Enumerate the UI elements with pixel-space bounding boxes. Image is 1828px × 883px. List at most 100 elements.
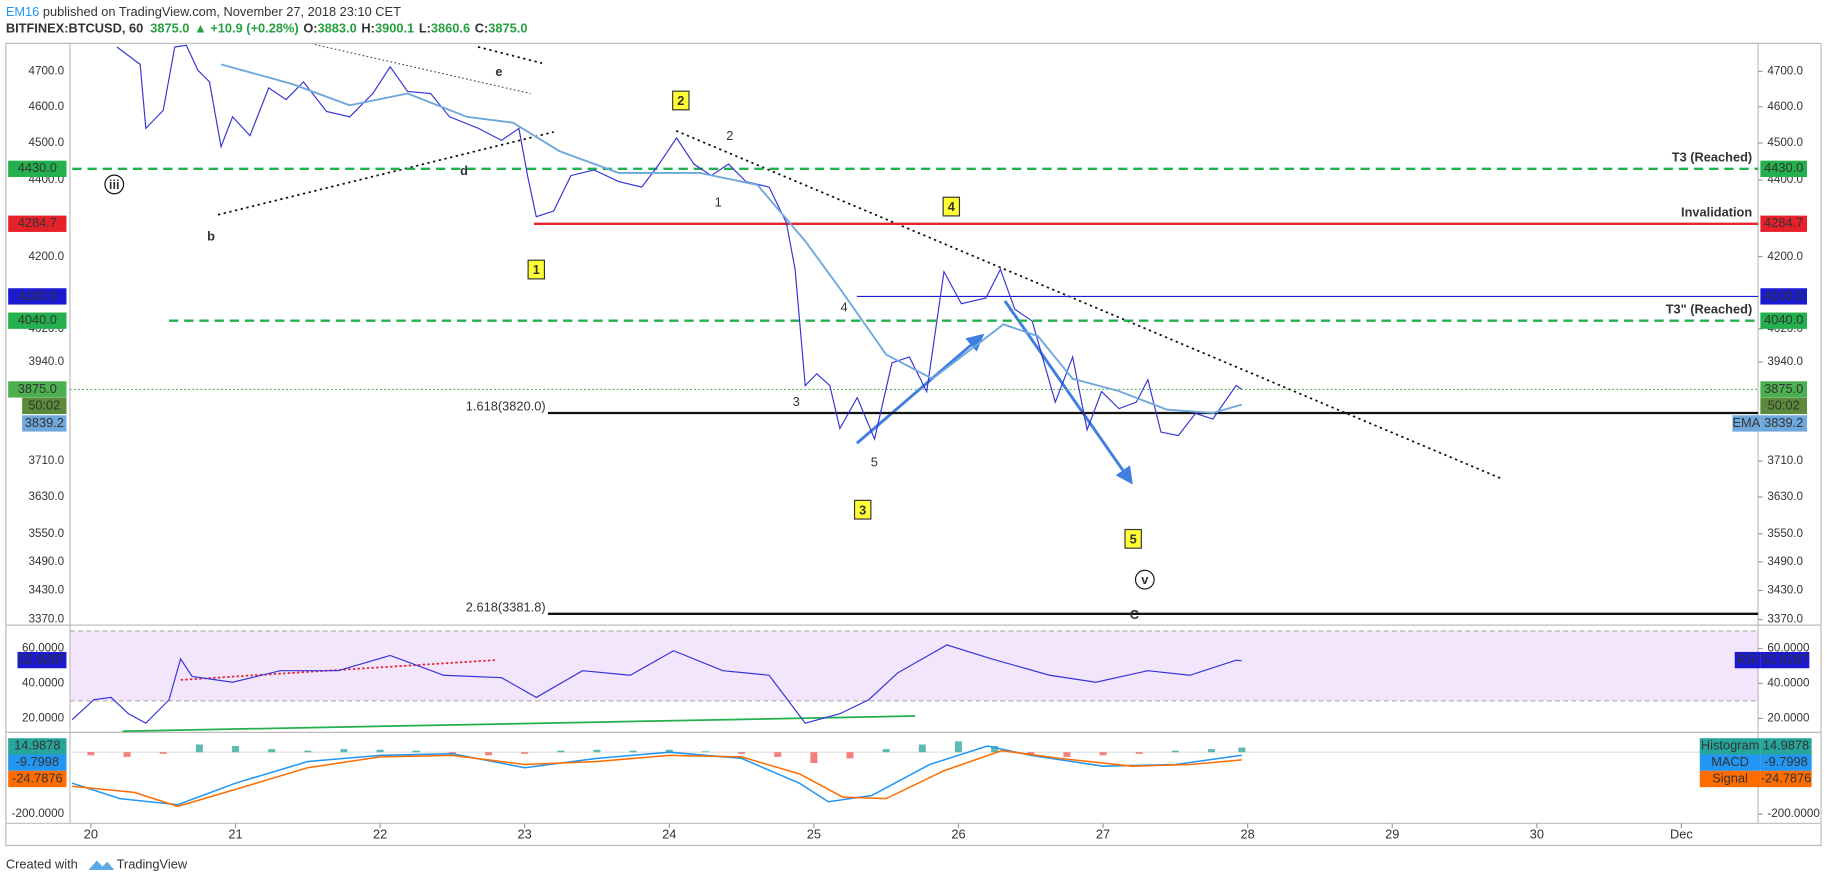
y-tick-label: -200.0000	[12, 807, 65, 820]
x-tick-label: Dec	[1670, 826, 1693, 841]
price-badge	[17, 651, 67, 669]
header-line: EM16 published on TradingView.com, Novem…	[6, 4, 401, 19]
wave-box	[1124, 528, 1142, 549]
rsi-band	[69, 630, 1759, 701]
y-tick-label: 3710.0	[29, 454, 65, 467]
legend-name: RSI	[1737, 651, 1758, 666]
y-tick-label: 60.0000	[22, 642, 65, 655]
price-badge	[1760, 160, 1808, 177]
price-badge	[8, 160, 67, 177]
price-badge	[1760, 312, 1808, 329]
badge-label: -9.7998	[1764, 754, 1807, 769]
histogram-bar	[232, 746, 240, 753]
histogram-bar	[846, 752, 854, 759]
y-axis: 60.0000 60.0000 40.0000 40.0000 20.0000 20.00…	[22, 642, 1810, 725]
legend-badge	[1732, 415, 1761, 432]
countdown-badge	[22, 397, 67, 415]
histogram-bar	[557, 750, 565, 753]
wave-label: 3	[793, 394, 800, 409]
level-text: T3 (Reached)	[1672, 150, 1752, 165]
y-tick-label: 3430.0	[29, 584, 65, 597]
y-tick-label: 3940.0	[29, 355, 65, 368]
price-badge	[8, 312, 67, 329]
countdown: 50:02	[28, 397, 60, 412]
wave-label: 1	[715, 194, 722, 209]
histogram-bar	[629, 750, 637, 753]
wave-label: 1	[533, 262, 540, 277]
wave-label: d	[460, 163, 468, 178]
wave-box	[527, 259, 546, 280]
price-badge	[8, 381, 67, 398]
histogram-bar	[521, 752, 529, 754]
frame	[5, 42, 1822, 847]
change: ▲ +10.9 (+0.28%)	[194, 21, 299, 36]
level-text: 2.618(3381.8)	[466, 599, 546, 614]
histogram-bar	[918, 744, 926, 753]
x-tick-label: 23	[518, 826, 532, 841]
y-tick-label: 3940.0	[1767, 355, 1803, 368]
ohlc-value: 3883.0	[318, 21, 357, 36]
author[interactable]: EM16	[6, 4, 39, 19]
y-tick-label: -200.0000	[1767, 807, 1820, 820]
histogram-bar	[738, 752, 746, 754]
x-tick-label: 25	[807, 826, 821, 841]
series-line	[220, 63, 1243, 414]
histogram-bar	[268, 749, 276, 753]
x-tick-label: 26	[951, 826, 965, 841]
y-tick-label: 20.0000	[22, 712, 65, 725]
wave-label: 2	[726, 128, 733, 143]
histogram-bar	[1238, 747, 1246, 753]
histogram-bar	[485, 752, 493, 756]
histogram-bar	[1135, 752, 1143, 754]
badge-label: 3875.0	[1764, 381, 1803, 396]
x-tick-label: 24	[662, 826, 676, 841]
histogram-bar	[412, 750, 420, 753]
y-tick-label: 3370.0	[29, 613, 65, 626]
ohlc-value: 3875.0	[488, 21, 527, 36]
y-tick-label: 4700.0	[29, 64, 65, 77]
y-tick-label: 3490.0	[1767, 555, 1803, 568]
badge-label: 52.9287	[1762, 651, 1808, 666]
wave-circle	[104, 174, 125, 195]
y-tick-label: 40.0000	[1767, 677, 1810, 690]
badge-label: 4284.7	[1764, 215, 1803, 230]
y-tick-label: 4600.0	[1767, 100, 1803, 113]
histogram-bar	[304, 750, 312, 753]
wave-box	[672, 90, 690, 111]
histogram-bar	[701, 751, 709, 753]
y-tick-label: 3710.0	[1767, 454, 1803, 467]
price-badge	[1760, 754, 1812, 771]
badge-label: 4430.0	[1764, 160, 1803, 175]
badge-label: 3839.2	[25, 415, 64, 430]
badge-label: -24.7876	[12, 770, 63, 785]
price-badge	[8, 770, 67, 788]
wave-label: 4	[948, 199, 956, 214]
histogram-bar	[159, 752, 167, 754]
histogram-bar	[1063, 752, 1071, 757]
histogram-bar	[87, 752, 95, 756]
x-tick-label: 27	[1096, 826, 1110, 841]
price-badge	[1760, 770, 1812, 788]
trend-line	[314, 43, 531, 95]
price-badge	[1760, 738, 1812, 755]
x-tick-label: 20	[84, 826, 98, 841]
symbol: BITFINEX:BTCUSD, 60	[6, 21, 143, 36]
y-tick-label: 3550.0	[1767, 527, 1803, 540]
wave-box	[942, 196, 961, 217]
wave-label: iii	[109, 177, 120, 192]
published: published on TradingView.com, November 2…	[39, 4, 401, 19]
footer-text: Created with	[6, 857, 78, 872]
wave-label: C	[1130, 607, 1139, 622]
ohlc-label: L:	[419, 21, 431, 36]
badge-label: 4100.0	[18, 288, 57, 303]
footer-brand[interactable]: TradingView	[117, 857, 188, 872]
y-axis: -200.0000 -200.0000	[12, 807, 1821, 820]
price-badge	[1760, 651, 1810, 669]
level-text: Invalidation	[1681, 205, 1752, 220]
ohlc-value: 3860.6	[431, 21, 470, 36]
divergence-line	[180, 659, 496, 681]
wave-label: 5	[1130, 531, 1137, 546]
histogram-bar	[774, 752, 782, 757]
histogram-bar	[376, 749, 384, 753]
